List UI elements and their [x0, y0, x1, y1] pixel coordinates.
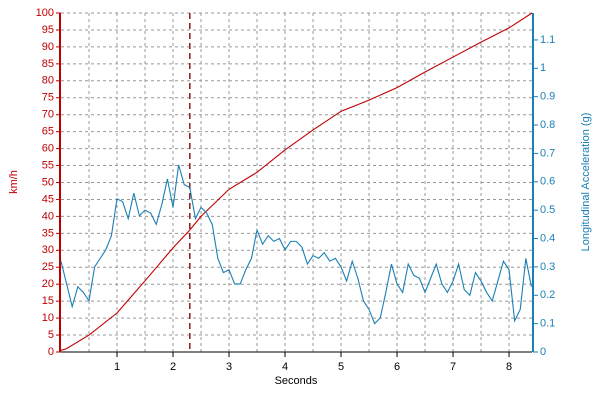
y-tick-label: 35 — [42, 227, 54, 239]
y2-tick-label: 0.1 — [540, 318, 555, 330]
y2-tick-label: 0.2 — [540, 289, 555, 301]
y2-tick-label: 0.3 — [540, 261, 555, 273]
y2-tick-label: 0.9 — [540, 91, 555, 103]
y2-tick-label: 0.7 — [540, 147, 555, 159]
x-tick-label: 4 — [282, 361, 288, 373]
y-tick-label: 80 — [42, 75, 54, 87]
y2-tick-label: 0 — [540, 346, 546, 358]
y2-tick-label: 0.5 — [540, 204, 555, 216]
y-tick-label: 25 — [42, 261, 54, 273]
y-tick-label: 60 — [42, 143, 54, 155]
y-tick-label: 70 — [42, 109, 54, 121]
x-tick-label: 3 — [226, 361, 232, 373]
y-tick-label: 45 — [42, 193, 54, 205]
y-axis-label: km/h — [8, 170, 20, 194]
y2-tick-label: 1 — [540, 62, 546, 74]
x-axis-label: Seconds — [275, 375, 318, 387]
y-tick-label: 55 — [42, 159, 54, 171]
y-tick-label: 40 — [42, 210, 54, 222]
y2-axis-label: Longitudinal Acceleration (g) — [580, 113, 592, 252]
y-tick-label: 100 — [36, 7, 54, 19]
x-tick-label: 8 — [506, 361, 512, 373]
y-tick-label: 10 — [42, 312, 54, 324]
series-line — [60, 164, 532, 325]
x-tick-label: 2 — [170, 361, 176, 373]
y-tick-label: 95 — [42, 24, 54, 36]
x-tick-label: 1 — [114, 361, 120, 373]
y-tick-label: 5 — [48, 329, 54, 341]
y-tick-label: 15 — [42, 295, 54, 307]
y2-tick-label: 1.1 — [540, 34, 555, 46]
x-tick-label: 5 — [338, 361, 344, 373]
x-tick-label: 7 — [450, 361, 456, 373]
y-tick-label: 65 — [42, 126, 54, 138]
y-tick-label: 75 — [42, 92, 54, 104]
x-tick-label: 6 — [394, 361, 400, 373]
y-tick-label: 20 — [42, 278, 54, 290]
y2-tick-label: 0.8 — [540, 119, 555, 131]
y-tick-label: 30 — [42, 244, 54, 256]
y-tick-label: 0 — [48, 346, 54, 358]
y-tick-label: 85 — [42, 58, 54, 70]
y2-tick-label: 0.6 — [540, 176, 555, 188]
series-line — [60, 12, 533, 351]
y2-tick-label: 0.4 — [540, 232, 555, 244]
y-tick-label: 90 — [42, 41, 54, 53]
y-tick-label: 50 — [42, 176, 54, 188]
